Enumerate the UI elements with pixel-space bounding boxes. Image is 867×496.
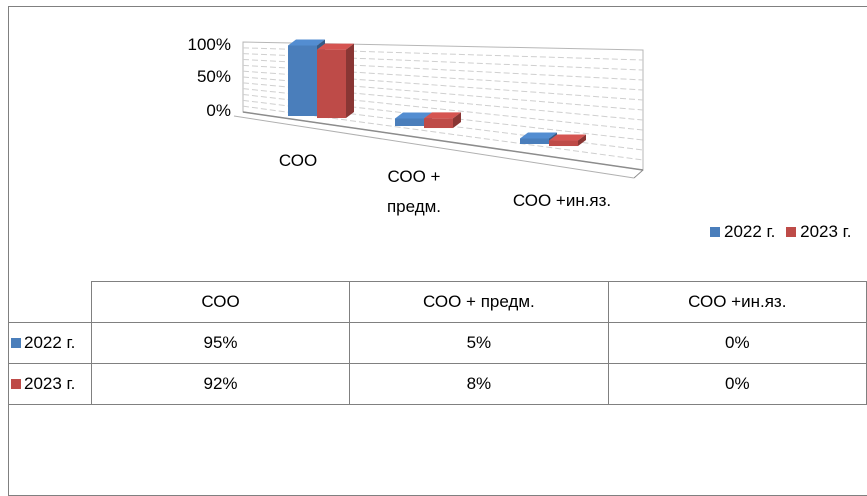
x-category-label: СОО + (387, 167, 440, 186)
bar-top (549, 134, 586, 141)
bar-top (288, 39, 325, 46)
legend-item-2022: 2022 г. (710, 222, 775, 241)
row-label-2023: 2023 г. (24, 374, 76, 393)
y-tick-label: 100% (188, 35, 231, 54)
chart-plot: 100% 50% 0% СОО СОО + предм. СОО +ин.яз. (188, 35, 644, 216)
data-table-row-2022: 2022 г. 95% 5% 0% (8, 322, 867, 364)
data-table-cell: 8% (349, 363, 609, 405)
data-table-row-label: 2023 г. (8, 363, 92, 405)
row-label-2022: 2022 г. (24, 333, 76, 352)
legend-item-2023: 2023 г. (786, 222, 852, 241)
data-table-row-2023: 2023 г. 92% 8% 0% (8, 363, 867, 405)
data-table-corner (8, 281, 92, 323)
bar-side (578, 134, 586, 147)
floor-corner (633, 169, 644, 179)
bar (520, 138, 549, 144)
bar-top (317, 43, 354, 50)
data-table-header: СОО (90, 281, 351, 323)
bar-top (424, 112, 461, 119)
y-tick-label: 0% (206, 101, 231, 120)
floor-front (233, 115, 635, 179)
bar (317, 49, 346, 119)
data-table-cell: 92% (90, 363, 351, 405)
bar-top (520, 132, 557, 139)
x-category-label: СОО +ин.яз. (513, 191, 611, 210)
bar-top (395, 112, 432, 119)
bars (288, 39, 586, 147)
data-table-cell: 0% (607, 322, 867, 364)
legend-label-2023: 2023 г. (800, 222, 852, 241)
data-table: СОО СОО + предм. СОО +ин.яз. 2022 г. 95%… (8, 281, 867, 405)
bar (549, 140, 578, 147)
floor-edge (242, 111, 644, 171)
data-table-header-row: СОО СОО + предм. СОО +ин.яз. (8, 281, 867, 323)
data-table-cell: 0% (607, 363, 867, 405)
bar (288, 45, 317, 116)
row-swatch-2023 (11, 378, 21, 389)
data-table-header: СОО +ин.яз. (607, 281, 867, 323)
legend-label-2022: 2022 г. (724, 222, 776, 241)
x-category-label: предм. (387, 197, 441, 216)
bar (424, 118, 453, 129)
y-tick-label: 50% (197, 67, 231, 86)
bar (395, 118, 424, 126)
x-axis-categories: СОО СОО + предм. СОО +ин.яз. (279, 151, 611, 216)
data-table-row-label: 2022 г. (8, 322, 92, 364)
bar-side (346, 43, 354, 119)
legend-swatch-2023 (786, 226, 797, 237)
row-swatch-2022 (11, 337, 21, 348)
data-table-header: СОО + предм. (349, 281, 609, 323)
legend: 2022 г. 2023 г. (710, 222, 858, 242)
x-category-label: СОО (279, 151, 317, 170)
y-axis-ticks: 100% 50% 0% (188, 35, 231, 120)
bar-side (453, 112, 461, 129)
legend-swatch-2022 (710, 226, 720, 237)
data-table-cell: 95% (90, 322, 351, 364)
data-table-cell: 5% (349, 322, 609, 364)
